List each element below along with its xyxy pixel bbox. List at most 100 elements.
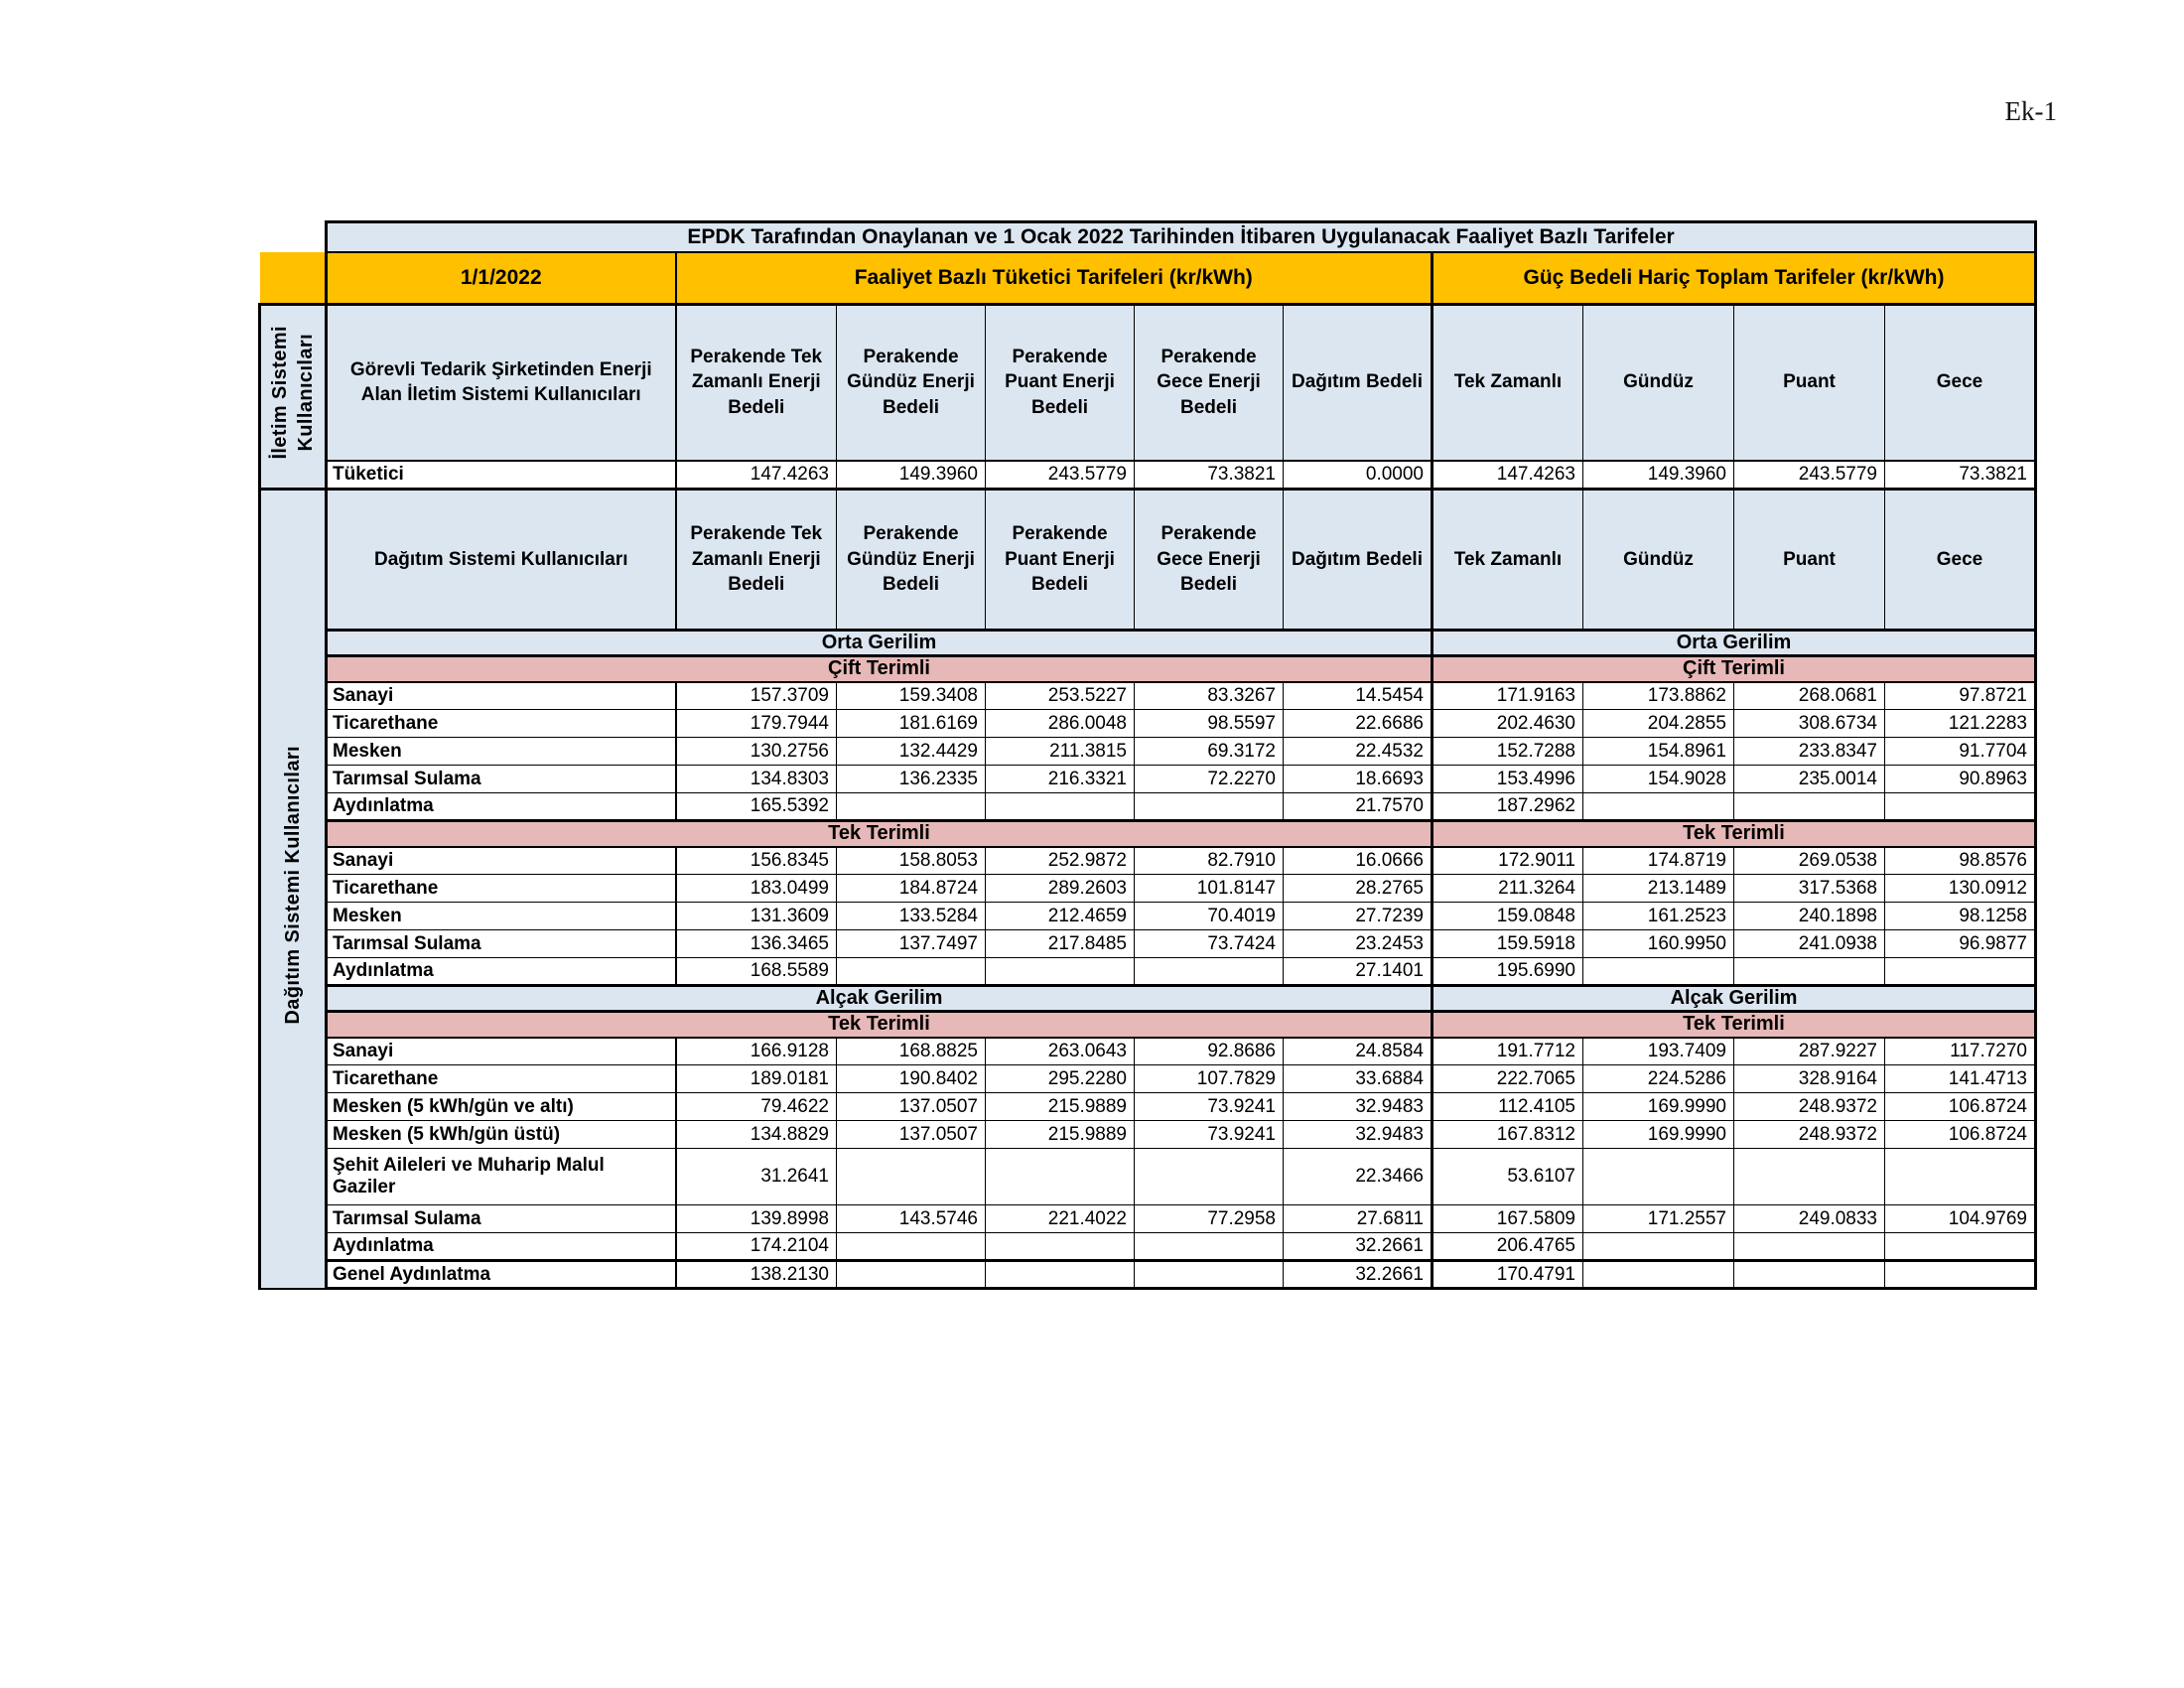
row-label: Ticarethane bbox=[326, 709, 677, 738]
value-cell: 70.4019 bbox=[1134, 902, 1284, 930]
value-cell: 172.9011 bbox=[1432, 846, 1583, 875]
value-cell: 184.8724 bbox=[836, 874, 986, 903]
value-cell: 263.0643 bbox=[985, 1037, 1135, 1065]
value-cell: 98.5597 bbox=[1134, 709, 1284, 738]
value-cell: 73.3821 bbox=[1134, 460, 1284, 491]
value-cell: 97.8721 bbox=[1884, 681, 2037, 710]
value-cell: 269.0538 bbox=[1733, 846, 1885, 875]
value-cell: 131.3609 bbox=[675, 902, 837, 930]
value-cell: 141.4713 bbox=[1884, 1064, 2037, 1093]
table-row: Mesken 131.3609 133.5284 212.4659 70.4019 27.… bbox=[260, 902, 2037, 930]
value-cell: 32.9483 bbox=[1283, 1092, 1433, 1121]
value-cell: 166.9128 bbox=[675, 1037, 837, 1065]
value-cell bbox=[836, 957, 986, 986]
value-cell bbox=[1884, 1148, 2037, 1205]
row-label: Mesken bbox=[326, 902, 677, 930]
band-label: Orta Gerilim bbox=[326, 629, 1433, 657]
value-cell: 92.8686 bbox=[1134, 1037, 1284, 1065]
value-cell: 286.0048 bbox=[985, 709, 1135, 738]
value-cell: 195.6990 bbox=[1432, 957, 1583, 986]
row-label: Tarımsal Sulama bbox=[326, 929, 677, 958]
value-cell bbox=[985, 1148, 1135, 1205]
value-cell bbox=[985, 1259, 1135, 1290]
appendix-label: Ek-1 bbox=[2004, 96, 2057, 126]
value-cell: 217.8485 bbox=[985, 929, 1135, 958]
value-cell: 130.0912 bbox=[1884, 874, 2037, 903]
sidebar-distribution: Dağıtım Sistemi Kullanıcıları bbox=[258, 488, 328, 1290]
value-cell bbox=[836, 1148, 986, 1205]
value-cell: 79.4622 bbox=[675, 1092, 837, 1121]
value-cell: 147.4263 bbox=[1432, 460, 1583, 491]
value-cell: 107.7829 bbox=[1134, 1064, 1284, 1093]
value-cell: 202.4630 bbox=[1432, 709, 1583, 738]
value-cell: 317.5368 bbox=[1733, 874, 1885, 903]
value-cell: 153.4996 bbox=[1432, 765, 1583, 793]
value-cell: 73.7424 bbox=[1134, 929, 1284, 958]
table-row: Mesken 130.2756 132.4429 211.3815 69.3172 22.… bbox=[260, 737, 2037, 766]
value-cell bbox=[1582, 1259, 1734, 1290]
column-header: Gece bbox=[1884, 304, 2037, 462]
value-cell: 249.0833 bbox=[1733, 1204, 1885, 1233]
column-header: Gece bbox=[1884, 488, 2037, 632]
tariff-table-container: EPDK Tarafından Onaylanan ve 1 Ocak 2022… bbox=[258, 220, 2037, 1290]
value-cell: 173.8862 bbox=[1582, 681, 1734, 710]
consumer-row: Tüketici 147.4263 149.3960 243.5779 73.3… bbox=[260, 460, 2037, 491]
value-cell: 137.7497 bbox=[836, 929, 986, 958]
column-header: Puant bbox=[1733, 304, 1885, 462]
value-cell: 73.9241 bbox=[1134, 1092, 1284, 1121]
title-row: EPDK Tarafından Onaylanan ve 1 Ocak 2022… bbox=[259, 220, 2037, 253]
value-cell: 159.5918 bbox=[1432, 929, 1583, 958]
value-cell: 132.4429 bbox=[836, 737, 986, 766]
value-cell bbox=[1582, 1232, 1734, 1261]
value-cell: 248.9372 bbox=[1733, 1092, 1885, 1121]
group-right-header: Güç Bedeli Hariç Toplam Tarifeler (kr/kW… bbox=[1432, 251, 2037, 306]
column-header: Perakende Tek Zamanlı Enerji Bedeli bbox=[675, 488, 837, 632]
value-cell: 138.2130 bbox=[675, 1259, 837, 1290]
value-cell: 22.3466 bbox=[1283, 1148, 1433, 1205]
spacer-cell bbox=[259, 221, 327, 252]
column-header: Perakende Gece Enerji Bedeli bbox=[1134, 488, 1284, 632]
value-cell: 134.8829 bbox=[675, 1120, 837, 1149]
table-title: EPDK Tarafından Onaylanan ve 1 Ocak 2022… bbox=[325, 220, 2037, 253]
row-label: Aydınlatma bbox=[326, 1232, 677, 1261]
value-cell: 21.7570 bbox=[1283, 792, 1433, 821]
value-cell: 121.2283 bbox=[1884, 709, 2037, 738]
value-cell: 233.8347 bbox=[1733, 737, 1885, 766]
value-cell: 143.5746 bbox=[836, 1204, 986, 1233]
value-cell: 32.2661 bbox=[1283, 1259, 1433, 1290]
column-header: Perakende Gündüz Enerji Bedeli bbox=[836, 304, 986, 462]
value-cell: 206.4765 bbox=[1432, 1232, 1583, 1261]
band-label: Tek Terimli bbox=[1432, 1010, 2037, 1039]
value-cell bbox=[1733, 792, 1885, 821]
value-cell bbox=[985, 957, 1135, 986]
value-cell: 216.3321 bbox=[985, 765, 1135, 793]
value-cell: 90.8963 bbox=[1884, 765, 2037, 793]
value-cell: 240.1898 bbox=[1733, 902, 1885, 930]
table-row: Genel Aydınlatma 138.2130 32.2661 170.4791 bbox=[260, 1259, 2037, 1290]
row-label: Şehit Aileleri ve Muharip Malul Gaziler bbox=[326, 1148, 677, 1205]
row-label: Aydınlatma bbox=[326, 957, 677, 986]
value-cell: 295.2280 bbox=[985, 1064, 1135, 1093]
value-cell: 0.0000 bbox=[1283, 460, 1433, 491]
row-label: Tüketici bbox=[326, 460, 677, 491]
value-cell: 130.2756 bbox=[675, 737, 837, 766]
value-cell: 170.4791 bbox=[1432, 1259, 1583, 1290]
value-cell bbox=[836, 1259, 986, 1290]
value-cell: 191.7712 bbox=[1432, 1037, 1583, 1065]
value-cell: 168.8825 bbox=[836, 1037, 986, 1065]
value-cell: 69.3172 bbox=[1134, 737, 1284, 766]
value-cell: 152.7288 bbox=[1432, 737, 1583, 766]
value-cell: 174.2104 bbox=[675, 1232, 837, 1261]
value-cell: 289.2603 bbox=[985, 874, 1135, 903]
value-cell: 157.3709 bbox=[675, 681, 837, 710]
sidebar-transmission: İletim Sistemi Kullanıcıları bbox=[258, 303, 328, 491]
column-header: Tek Zamanlı bbox=[1432, 304, 1583, 462]
value-cell: 159.0848 bbox=[1432, 902, 1583, 930]
value-cell: 160.9950 bbox=[1582, 929, 1734, 958]
row-label: Mesken (5 kWh/gün üstü) bbox=[326, 1120, 677, 1149]
value-cell: 98.1258 bbox=[1884, 902, 2037, 930]
sidebar-transmission-label: İletim Sistemi Kullanıcıları bbox=[269, 326, 317, 460]
value-cell: 27.6811 bbox=[1283, 1204, 1433, 1233]
column-header: Dağıtım Sistemi Kullanıcıları bbox=[326, 488, 677, 632]
